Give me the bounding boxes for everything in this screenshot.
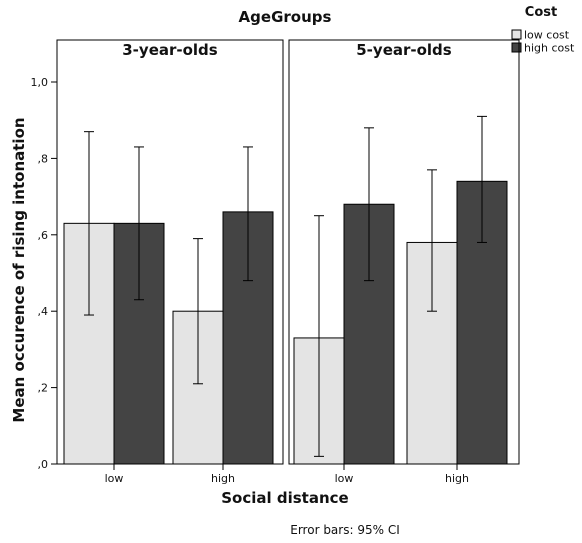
error-bar <box>477 115 487 243</box>
x-tick-label: high <box>211 472 235 485</box>
panels: 3-year-olds low high 5-year-olds low high <box>56 39 520 485</box>
x-tick-label: low <box>335 472 354 485</box>
y-tick-label: ,0 <box>38 458 49 471</box>
panel-title: 3-year-olds <box>122 41 218 59</box>
panel-frame <box>56 39 284 465</box>
legend-title: Cost <box>525 5 557 20</box>
y-tick-label: ,6 <box>38 229 49 242</box>
panel-1: 3-year-olds low high <box>56 39 284 485</box>
bar-low-cost <box>63 222 115 465</box>
panel-frame <box>288 39 520 465</box>
legend-label: low cost <box>524 29 570 42</box>
error-bar <box>84 131 94 316</box>
y-axis-title: Mean occurence of rising intonation <box>10 117 28 422</box>
chart-title: AgeGroups <box>239 8 332 26</box>
y-tick-label: ,2 <box>38 382 49 395</box>
error-bar <box>364 127 374 282</box>
error-bar <box>134 146 144 301</box>
x-tick-label: low <box>105 472 124 485</box>
x-axis-title: Social distance <box>221 489 348 507</box>
error-bar <box>243 146 253 282</box>
y-tick-label: 1,0 <box>31 76 49 89</box>
error-bar <box>427 169 437 312</box>
y-axis: ,0 ,2 ,4 ,6 ,8 1,0 <box>31 40 58 471</box>
legend-label: high cost <box>524 42 575 55</box>
footnote: Error bars: 95% CI <box>290 523 399 537</box>
error-bar <box>314 215 324 457</box>
panel-title: 5-year-olds <box>356 41 452 59</box>
y-tick-label: ,4 <box>38 305 49 318</box>
legend-swatch <box>511 29 522 40</box>
panel-2: 5-year-olds low high <box>288 39 520 485</box>
error-bar <box>193 238 203 385</box>
x-tick-label: high <box>445 472 469 485</box>
legend-swatch <box>511 42 522 53</box>
y-tick-label: ,8 <box>38 152 49 165</box>
